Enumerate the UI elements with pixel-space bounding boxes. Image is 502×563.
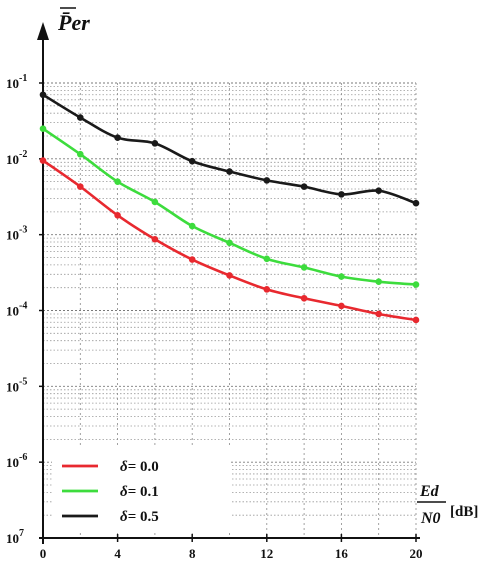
data-point [263,286,271,293]
legend-item-1: δ= 0.1 [62,484,159,500]
y-tick-label: 10-6 [6,452,27,470]
legend-label: δ= 0.5 [120,509,159,525]
x-tick-label: 16 [335,546,349,561]
legend-value: = 0.0 [128,459,159,475]
y-axis-label: P̄er [57,10,90,35]
y-tick-label: 10-5 [6,376,27,394]
y-tick-exponent: -3 [19,225,27,236]
series-2 [39,91,420,207]
data-point [263,255,271,263]
y-tick-exponent: -6 [19,452,27,463]
y-tick-label: 10-2 [6,149,27,167]
x-axis-label-unit: [dB] [450,504,478,520]
data-point [375,278,383,285]
y-tick-exponent: -5 [19,376,27,387]
legend-label: δ= 0.0 [120,459,159,475]
data-point [412,316,420,324]
data-point [77,114,84,121]
data-point [39,125,47,132]
legend-label: δ= 0.1 [120,484,159,500]
y-tick-exponent: -2 [19,149,27,160]
legend-value: = 0.5 [128,509,159,525]
y-axis-arrow [37,22,49,40]
y-tick-exponent: -1 [19,73,27,84]
data-point [151,235,159,243]
data-point [263,177,271,184]
x-tick-label: 8 [189,546,196,561]
y-tick-label: 10-1 [6,73,27,91]
x-tick-label: 0 [40,546,47,561]
y-tick-label: 10-3 [6,225,27,243]
data-point [338,273,345,280]
data-point [300,183,308,190]
data-point [300,294,308,302]
data-point [77,183,84,190]
data-point [114,134,121,141]
data-point [188,157,196,165]
data-point [226,239,233,247]
y-tick-base: 10 [6,76,19,91]
data-point [39,91,47,99]
data-point [375,187,383,194]
data-point [412,199,420,207]
x-axis-label-numerator: Ed [419,483,440,500]
data-point [226,272,233,279]
legend-symbol: δ [120,484,128,500]
series-lines [39,91,420,324]
y-tick-base: 10 [6,152,19,167]
legend-item-2: δ= 0.5 [62,509,159,525]
y-tick-label: 107 [6,528,24,546]
data-point [375,310,383,318]
data-point [114,178,121,185]
y-axis-title: P̄er [57,7,90,35]
y-tick-base: 10 [6,304,19,319]
data-point [39,157,47,164]
axes [37,22,420,544]
legend-item-0: δ= 0.0 [62,459,159,475]
y-tick-base: 10 [6,531,19,546]
data-point [226,168,233,175]
x-axis-title: Ed N0 [dB] [417,483,478,527]
x-tick-label: 20 [410,546,423,561]
data-point [412,281,420,288]
y-tick-exponent: -4 [19,301,27,312]
data-point [151,140,159,147]
y-tick-base: 10 [6,228,19,243]
data-point [114,212,121,219]
legend-value: = 0.1 [128,484,159,500]
y-tick-base: 10 [6,455,19,470]
x-axis-label-denominator: N0 [420,510,441,527]
data-point [338,191,345,198]
data-point [188,222,196,230]
data-point [300,264,308,271]
y-tick-base: 10 [6,379,19,394]
series-1 [39,125,420,288]
series-0 [39,157,420,324]
x-tick-label: 4 [114,546,121,561]
data-point [77,150,84,158]
x-tick-label: 12 [260,546,273,561]
data-point [338,302,345,310]
y-tick-exponent: 7 [19,528,24,539]
data-point [188,256,196,263]
legend-symbol: δ [120,509,128,525]
legend: δ= 0.0δ= 0.1δ= 0.5 [52,448,230,530]
legend-symbol: δ [120,459,128,475]
y-tick-label: 10-4 [6,301,27,319]
data-point [151,198,159,206]
